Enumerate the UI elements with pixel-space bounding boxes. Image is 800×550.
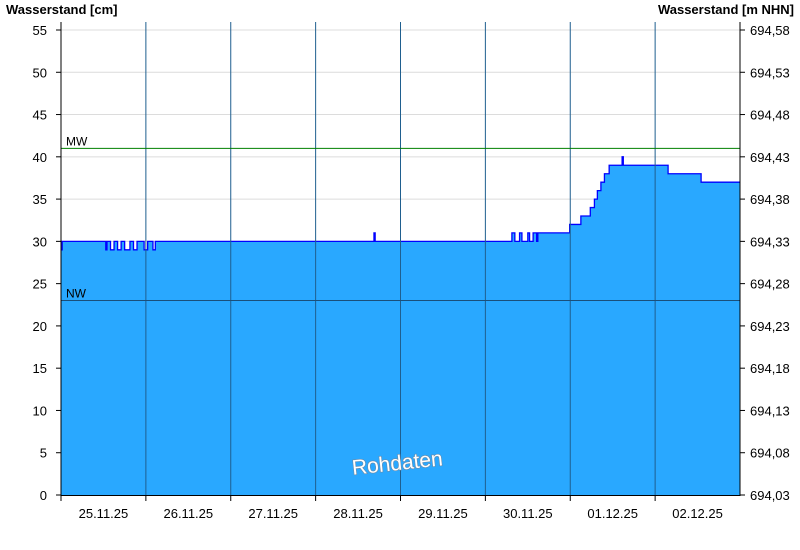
y-tick-label-right: 694,48 xyxy=(750,108,790,123)
y-tick-label-right: 694,28 xyxy=(750,277,790,292)
y-axis-right-label: Wasserstand [m NHN] xyxy=(658,2,794,17)
y-tick-label-left: 5 xyxy=(40,446,47,461)
y-tick-label-left: 45 xyxy=(33,108,47,123)
y-tick-label-left: 10 xyxy=(33,403,47,418)
x-tick-label: 28.11.25 xyxy=(333,506,383,521)
x-tick-label: 26.11.25 xyxy=(163,506,213,521)
x-tick-label: 27.11.25 xyxy=(248,506,298,521)
y-tick-label-left: 35 xyxy=(33,192,47,207)
y-tick-label-right: 694,13 xyxy=(750,403,790,418)
y-tick-label-left: 0 xyxy=(40,488,47,503)
y-tick-label-left: 30 xyxy=(33,234,47,249)
x-tick-label: 29.11.25 xyxy=(418,506,468,521)
y-tick-label-right: 694,43 xyxy=(750,150,790,165)
y-tick-label-left: 40 xyxy=(33,150,47,165)
reference-label-nw: NW xyxy=(66,287,87,301)
y-tick-label-left: 20 xyxy=(33,319,47,334)
y-tick-label-left: 15 xyxy=(33,361,47,376)
x-tick-label: 25.11.25 xyxy=(79,506,129,521)
water-level-line xyxy=(61,156,740,251)
reference-label-mw: MW xyxy=(66,134,88,148)
y-tick-label-right: 694,38 xyxy=(750,192,790,207)
y-tick-label-right: 694,03 xyxy=(750,488,790,503)
y-tick-label-right: 694,33 xyxy=(750,234,790,249)
y-tick-label-right: 694,08 xyxy=(750,446,790,461)
y-tick-label-left: 55 xyxy=(33,23,47,38)
y-axis-left-label: Wasserstand [cm] xyxy=(6,2,118,17)
y-tick-label-right: 694,58 xyxy=(750,23,790,38)
y-tick-label-left: 50 xyxy=(33,65,47,80)
y-tick-label-right: 694,53 xyxy=(750,65,790,80)
y-tick-label-right: 694,23 xyxy=(750,319,790,334)
x-tick-label: 02.12.25 xyxy=(672,506,723,521)
x-tick-label: 30.11.25 xyxy=(503,506,553,521)
y-tick-label-left: 25 xyxy=(33,277,47,292)
x-tick-label: 01.12.25 xyxy=(587,506,638,521)
y-tick-label-right: 694,18 xyxy=(750,361,790,376)
